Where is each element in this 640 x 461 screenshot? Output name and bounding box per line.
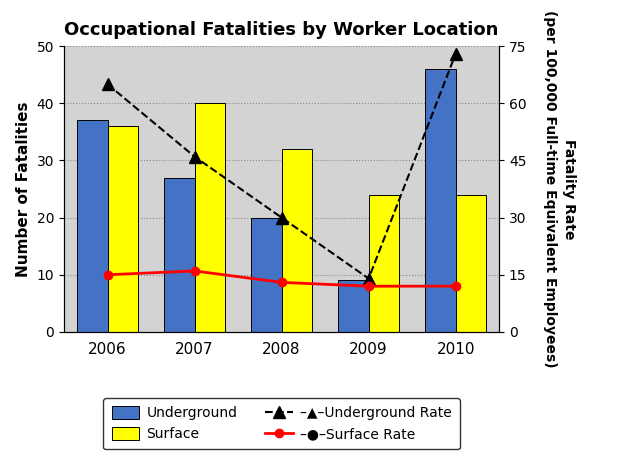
Bar — [282, 149, 312, 332]
Bar — [251, 218, 282, 332]
Bar — [369, 195, 399, 332]
Y-axis label: Number of Fatalities: Number of Fatalities — [16, 101, 31, 277]
Bar — [164, 177, 195, 332]
Bar — [425, 69, 456, 332]
Bar — [77, 120, 108, 332]
Bar — [108, 126, 138, 332]
Bar — [338, 280, 369, 332]
Y-axis label: Fatality Rate
(per 100,000 Full-time Equivalent Employees): Fatality Rate (per 100,000 Full-time Equ… — [543, 10, 575, 368]
Bar — [456, 195, 486, 332]
Bar — [195, 103, 225, 332]
Title: Occupational Fatalities by Worker Location: Occupational Fatalities by Worker Locati… — [65, 21, 499, 39]
Legend: Underground, Surface, –▲–Underground Rate, –●–Surface Rate: Underground, Surface, –▲–Underground Rat… — [103, 398, 460, 449]
